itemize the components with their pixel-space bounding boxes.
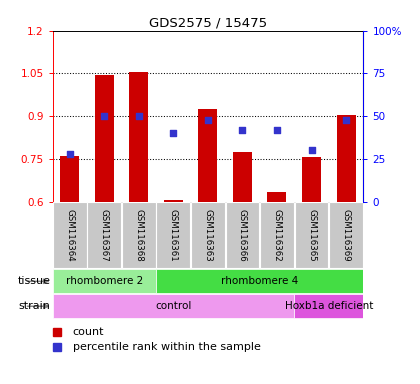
Bar: [294, 202, 328, 268]
Point: [308, 147, 315, 154]
Text: GSM116364: GSM116364: [65, 209, 74, 262]
Bar: [294, 294, 363, 318]
Point: [136, 113, 142, 119]
Bar: [53, 202, 87, 268]
Text: rhombomere 4: rhombomere 4: [221, 276, 298, 286]
Text: GSM116363: GSM116363: [203, 209, 213, 262]
Text: GSM116369: GSM116369: [341, 209, 351, 262]
Point: [170, 130, 177, 136]
Text: rhombomere 2: rhombomere 2: [66, 276, 143, 286]
Text: GSM116368: GSM116368: [134, 209, 143, 262]
Bar: [164, 200, 183, 202]
Text: percentile rank within the sample: percentile rank within the sample: [73, 342, 261, 352]
Bar: [233, 152, 252, 202]
Bar: [226, 202, 260, 268]
Text: GSM116367: GSM116367: [100, 209, 109, 262]
Text: tissue: tissue: [17, 276, 50, 286]
Text: GSM116366: GSM116366: [238, 209, 247, 262]
Text: GSM116365: GSM116365: [307, 209, 316, 262]
Bar: [87, 202, 121, 268]
Point: [101, 113, 108, 119]
Bar: [122, 202, 156, 268]
Point: [239, 127, 246, 133]
Text: count: count: [73, 327, 104, 337]
Bar: [156, 269, 363, 293]
Point: [273, 127, 280, 133]
Bar: [52, 294, 294, 318]
Text: strain: strain: [18, 301, 50, 311]
Bar: [95, 75, 114, 202]
Text: GSM116361: GSM116361: [169, 209, 178, 262]
Bar: [302, 157, 321, 202]
Point: [343, 116, 349, 122]
Bar: [52, 269, 156, 293]
Bar: [129, 72, 148, 202]
Bar: [156, 202, 190, 268]
Text: GSM116362: GSM116362: [273, 209, 281, 262]
Point: [66, 151, 73, 157]
Point: [205, 116, 211, 122]
Bar: [329, 202, 363, 268]
Bar: [336, 115, 356, 202]
Text: control: control: [155, 301, 192, 311]
Bar: [191, 202, 225, 268]
Title: GDS2575 / 15475: GDS2575 / 15475: [149, 17, 267, 30]
Bar: [268, 192, 286, 202]
Bar: [198, 109, 218, 202]
Bar: [60, 156, 79, 202]
Bar: [260, 202, 294, 268]
Text: Hoxb1a deficient: Hoxb1a deficient: [285, 301, 373, 311]
